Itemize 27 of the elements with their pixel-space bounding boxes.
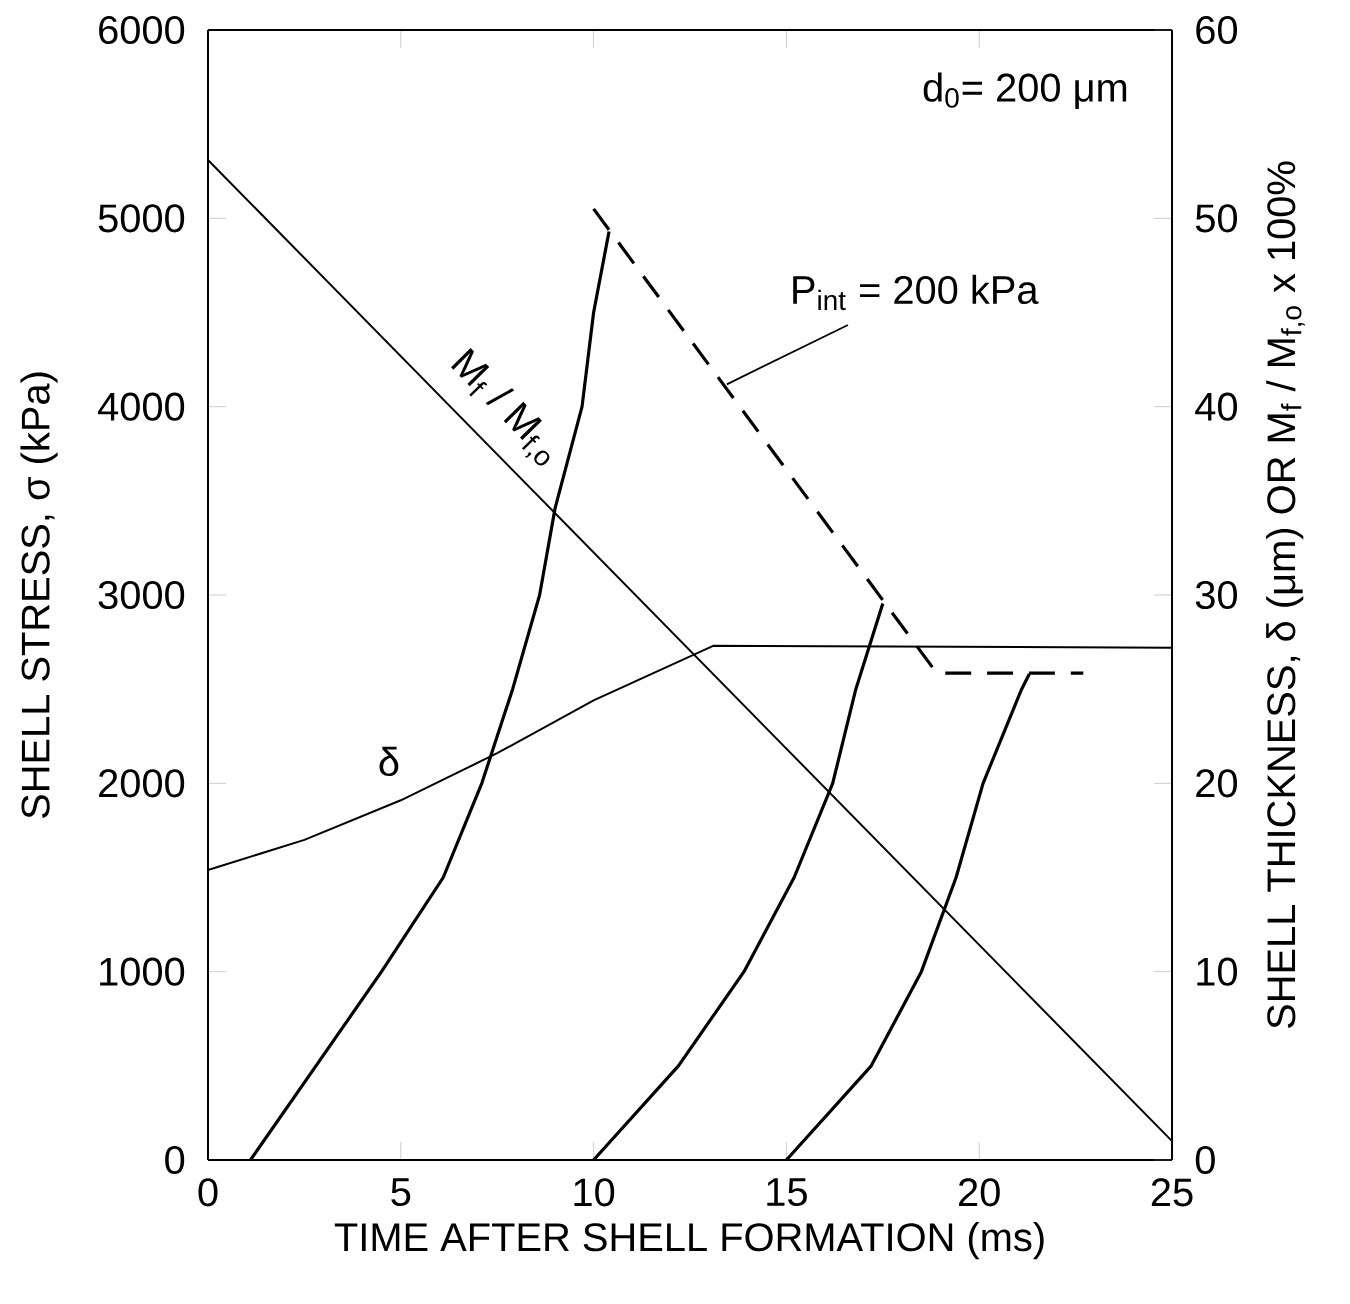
y2-tick-label: 30: [1195, 580, 1238, 610]
text: P$_{int}$ = 200 kPa: [793, 274, 1039, 311]
text: M$_{f}$ / M$_{f,o}$: [451, 348, 550, 466]
y2-tick-label: 40: [1195, 392, 1238, 421]
y-tick-label: 5000: [98, 204, 185, 233]
x-tick-label: 10: [574, 1178, 615, 1207]
y-tick-label: 6000: [99, 15, 185, 45]
x-tick-label: 15: [767, 1178, 807, 1207]
y2-tick-label: 0: [1195, 1145, 1215, 1175]
y2-tick-label: 10: [1197, 957, 1238, 986]
x-tick-label: 20: [959, 1178, 1000, 1207]
y2-tick-label: 50: [1195, 204, 1238, 233]
y2-tick-label: 20: [1196, 769, 1238, 798]
x-axis-title: TIME AFTER SHELL FORMATION (ms): [334, 1222, 1044, 1260]
y-tick-label: 3000: [98, 580, 185, 610]
y-tick-label: 4000: [98, 392, 185, 421]
x-tick-label: 0: [198, 1178, 218, 1207]
series-label: δ: [379, 746, 399, 777]
y-tick-label: 2000: [99, 769, 185, 798]
y2-axis-title: SHELL THICKNESS, δ (μm) OR M$_{f}$ / M$_{f,o}$ x 100%: [1266, 161, 1305, 1029]
y2-tick-label: 60: [1196, 15, 1238, 45]
y-tick-label: 0: [165, 1145, 185, 1175]
x-tick-label: 5: [391, 1178, 411, 1207]
y-tick-label: 1000: [100, 957, 185, 986]
y-axis-title: SHELL STRESS, σ (kPa): [20, 372, 58, 819]
x-tick-label: 25: [1151, 1178, 1193, 1207]
annotation: d$_{0}$= 200 μm: [923, 72, 1127, 110]
